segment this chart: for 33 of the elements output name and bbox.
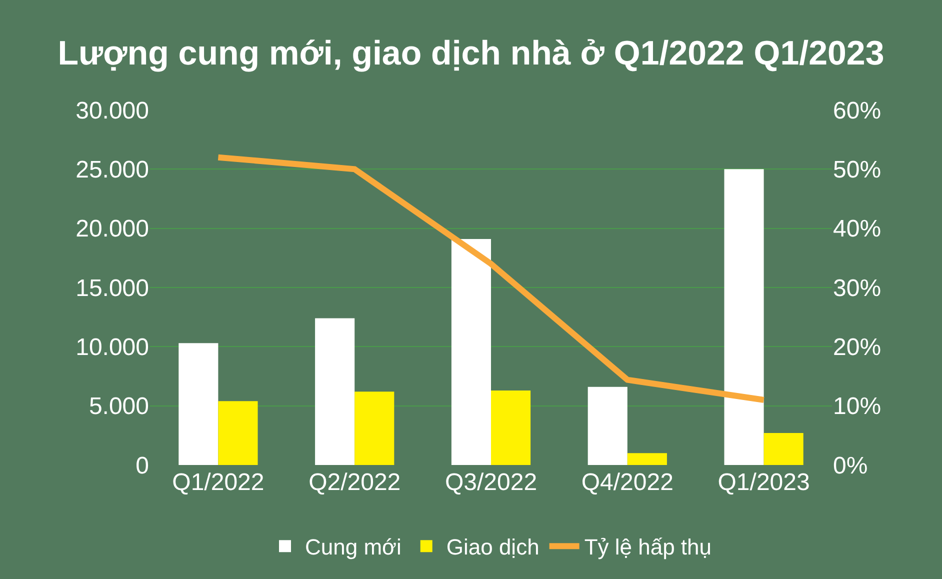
- y2-tick-label: 30%: [833, 274, 882, 302]
- x-tick-label: Q3/2022: [444, 469, 538, 496]
- y2-tick-label: 10%: [833, 393, 882, 420]
- y2-tick-label: 50%: [833, 156, 882, 184]
- bar: [491, 390, 531, 465]
- bar: [724, 169, 764, 465]
- bar: [315, 318, 355, 465]
- y-tick-label: 25.000: [76, 156, 149, 184]
- x-tick-label: Q4/2022: [581, 469, 674, 496]
- legend-label: Cung mới: [305, 534, 402, 560]
- x-tick-label: Q2/2022: [308, 469, 401, 496]
- y2-tick-label: 0%: [833, 452, 868, 480]
- y-tick-label: 5.000: [88, 393, 149, 420]
- bar: [588, 386, 628, 465]
- bar: [627, 453, 667, 465]
- bar: [178, 343, 218, 465]
- bar: [218, 401, 258, 465]
- x-tick-label: Q1/2022: [172, 469, 264, 496]
- chart-title: Lượng cung mới, giao dịch nhà ở Q1/2022 Q1/2023: [58, 34, 884, 72]
- y2-tick-label: 20%: [833, 334, 882, 362]
- y2-tick-label: 40%: [833, 216, 882, 243]
- y2-tick-label: 60%: [833, 97, 882, 124]
- y-tick-label: 15.000: [76, 274, 149, 302]
- bar: [451, 238, 491, 465]
- y-tick-label: 30.000: [76, 97, 149, 124]
- y-tick-label: 0: [136, 452, 149, 480]
- legend-label: Giao dịch: [446, 534, 540, 560]
- y-tick-label: 20.000: [76, 216, 149, 243]
- bar: [354, 392, 394, 465]
- legend-label: Tỷ lệ hấp thụ: [584, 534, 712, 560]
- bar: [764, 433, 804, 465]
- x-tick-label: Q1/2023: [718, 469, 810, 496]
- y-tick-label: 10.000: [76, 334, 149, 362]
